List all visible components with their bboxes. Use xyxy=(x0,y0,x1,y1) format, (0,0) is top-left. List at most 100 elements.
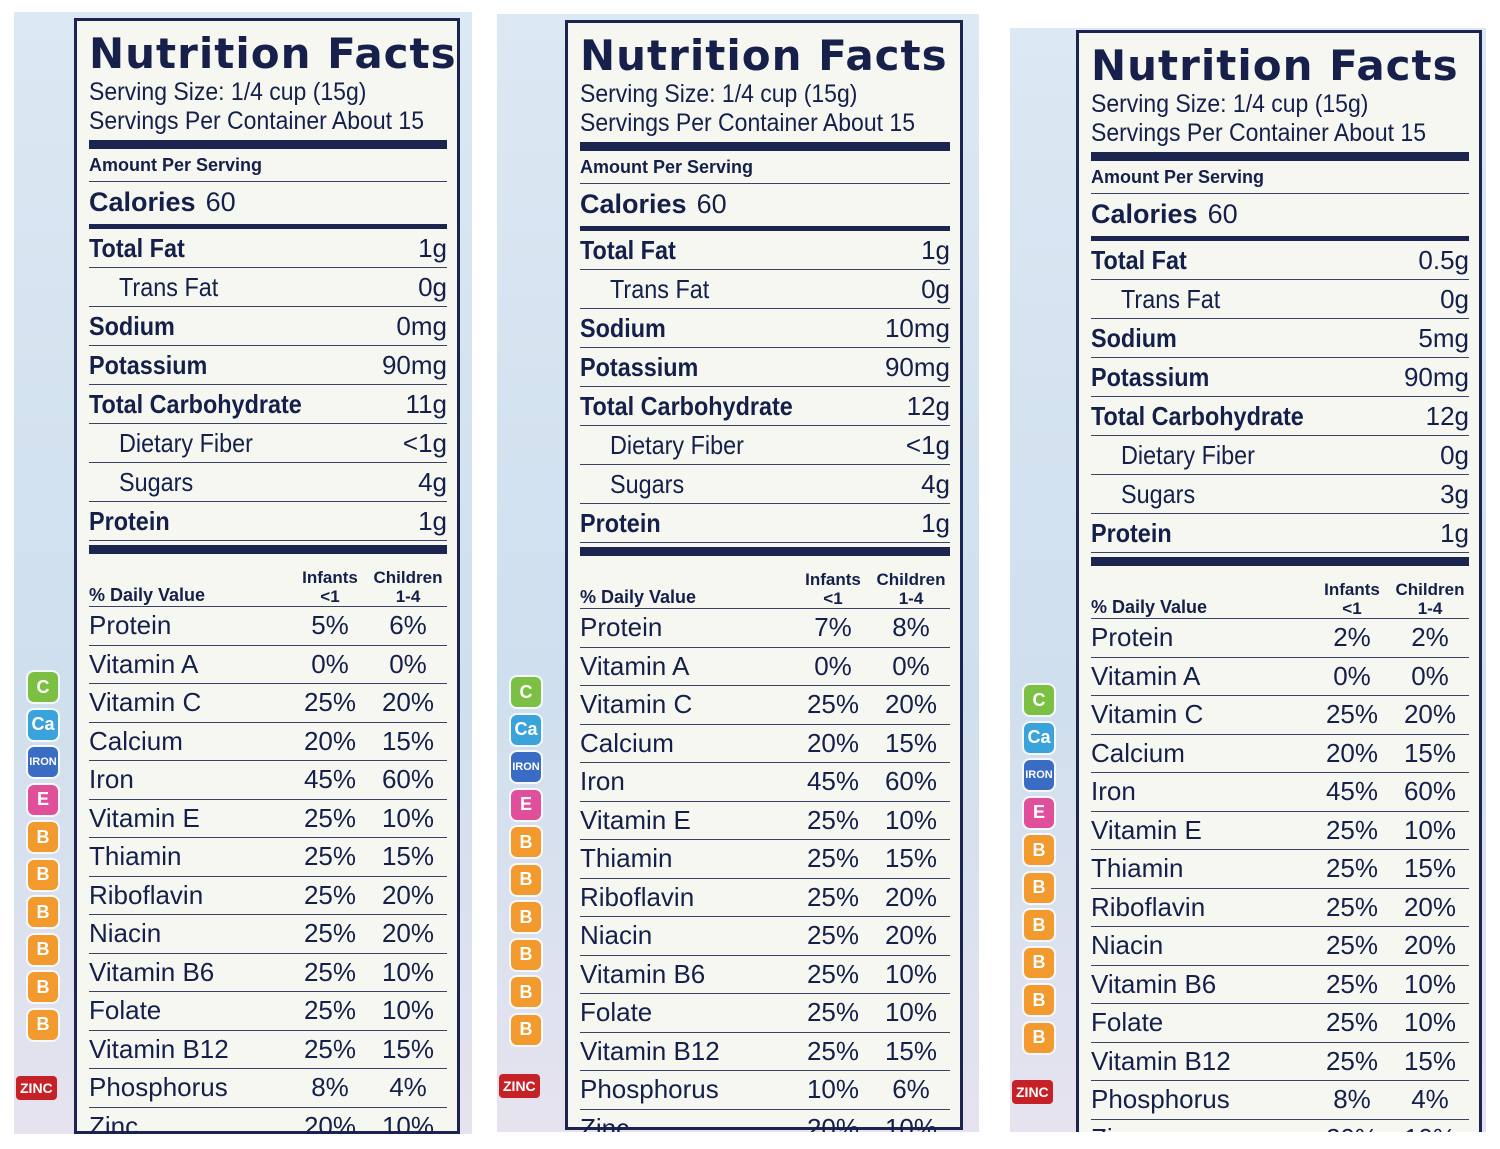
amount-per-serving: Amount Per Serving xyxy=(580,157,950,184)
daily-value-nutrient: Vitamin C xyxy=(89,687,202,718)
nutrient-row: Sodium 5mg xyxy=(1091,319,1469,358)
nutrient-badge-ca-icon: Ca xyxy=(28,709,58,740)
nutrient-row: Trans Fat 0g xyxy=(89,268,447,307)
daily-value-nutrient: Vitamin C xyxy=(580,689,693,720)
infants-column-header: Infants <1 xyxy=(302,568,358,606)
children-percent: 60% xyxy=(884,766,938,797)
daily-value-row: Vitamin B6 25% 10% xyxy=(89,954,447,992)
daily-value-nutrient: Zinc xyxy=(89,1110,139,1134)
infants-percent: 25% xyxy=(1325,930,1379,961)
nutrient-badge-b-icon: B xyxy=(28,972,58,1002)
daily-value-row: Vitamin B6 25% 10% xyxy=(580,956,950,994)
nutrient-name: Dietary Fiber xyxy=(1121,439,1255,470)
servings-per-container: Servings Per Container About 15 xyxy=(89,107,424,135)
calories-row: Calories 60 xyxy=(89,182,447,222)
nutrient-badge-b-icon: B xyxy=(28,859,58,890)
label-title: Nutrition Facts xyxy=(89,29,457,78)
nutrient-value: 11g xyxy=(405,388,447,419)
nutrient-name: Total Carbohydrate xyxy=(1091,400,1304,431)
daily-value-nutrient: Vitamin A xyxy=(89,648,199,679)
children-percent: 0% xyxy=(1411,660,1449,691)
zinc-badge-icon: ZINC xyxy=(1012,1080,1053,1104)
nutrient-value: 0mg xyxy=(396,310,447,341)
nutrient-badge-iron-icon: IRON xyxy=(1024,760,1054,790)
daily-value-nutrient: Calcium xyxy=(580,727,674,758)
nutrient-row: Protein 1g xyxy=(580,504,950,543)
daily-value-row: Folate 25% 10% xyxy=(580,994,950,1033)
nutrient-value: 10mg xyxy=(884,312,950,343)
infants-percent: 25% xyxy=(303,1033,357,1064)
calories-row: Calories 60 xyxy=(1091,194,1469,234)
infants-percent: 5% xyxy=(311,610,349,641)
infants-column-header: Infants <1 xyxy=(805,570,861,608)
daily-value-row: Vitamin B6 25% 10% xyxy=(1091,966,1469,1004)
daily-value-nutrient: Vitamin B6 xyxy=(89,956,215,987)
daily-value-nutrient: Vitamin B12 xyxy=(580,1035,720,1066)
nutrient-row: Sugars 4g xyxy=(89,463,447,502)
nutrient-badge-b-icon: B xyxy=(1024,910,1054,940)
infants-percent: 25% xyxy=(806,804,860,835)
nutrient-badge-iron-icon: IRON xyxy=(511,752,541,782)
infants-percent: 20% xyxy=(1313,1123,1391,1132)
amount-per-serving: Amount Per Serving xyxy=(89,155,447,182)
nutrient-value: 90mg xyxy=(884,351,950,382)
daily-value-row: Protein 7% 8% xyxy=(580,609,950,648)
nutrient-badges: C Ca IRON E B B B B B B xyxy=(1024,685,1058,1060)
nutrient-name: Protein xyxy=(89,505,170,536)
infants-percent: 45% xyxy=(806,766,860,797)
nutrient-name: Sodium xyxy=(580,312,666,343)
daily-value-row: Folate 25% 10% xyxy=(89,992,447,1031)
nutrition-facts-label: Nutrition Facts Serving Size: 1/4 cup (15… xyxy=(1076,30,1482,1132)
serving-size: Serving Size: 1/4 cup (15g) xyxy=(89,78,367,106)
nutrient-name: Potassium xyxy=(580,351,699,382)
infants-percent: 25% xyxy=(806,920,860,951)
divider-thick xyxy=(580,142,950,151)
children-percent: 2% xyxy=(1411,622,1449,653)
children-percent: 10% xyxy=(381,1110,435,1134)
infants-percent: 45% xyxy=(1325,776,1379,807)
children-percent: 6% xyxy=(892,1074,930,1105)
nutrient-name: Protein xyxy=(1091,517,1172,548)
daily-value-nutrient: Protein xyxy=(580,612,663,643)
children-percent: 15% xyxy=(1403,1045,1457,1076)
nutrient-badge-b-icon: B xyxy=(511,902,541,932)
children-percent: 20% xyxy=(1403,699,1457,730)
nutrition-panel-2: C Ca IRON E B B B B B B ZINC Nutrition Facts Serving… xyxy=(497,14,979,1132)
infants-percent: 20% xyxy=(1325,737,1379,768)
nutrient-badge-b-icon: B xyxy=(511,1014,541,1045)
zinc-badge-icon: ZINC xyxy=(16,1076,57,1100)
daily-value-nutrient: Iron xyxy=(1091,776,1136,807)
daily-value-nutrient: Calcium xyxy=(1091,737,1185,768)
daily-value-nutrient: Phosphorus xyxy=(89,1072,228,1103)
daily-value-nutrient: Vitamin B12 xyxy=(1091,1045,1231,1076)
nutrient-value: 1g xyxy=(418,232,447,263)
nutrient-name: Total Fat xyxy=(580,234,676,265)
daily-value-nutrient: Riboflavin xyxy=(89,879,204,910)
daily-value-row: Vitamin A 0% 0% xyxy=(580,648,950,686)
children-percent: 15% xyxy=(381,725,435,756)
infants-percent: 25% xyxy=(806,1035,860,1066)
daily-value-row: Phosphorus 10% 6% xyxy=(580,1071,950,1110)
nutrient-name: Protein xyxy=(580,507,661,538)
nutrient-row: Total Fat 0.5g xyxy=(1091,241,1469,280)
nutrient-row: Dietary Fiber <1g xyxy=(580,426,950,465)
daily-value-row: Riboflavin 25% 20% xyxy=(580,879,950,917)
nutrient-row: Sodium 0mg xyxy=(89,307,447,346)
nutrient-badge-b-icon: B xyxy=(28,822,58,852)
nutrient-badge-b-icon: B xyxy=(1024,1022,1054,1053)
servings-per-container: Servings Per Container About 15 xyxy=(580,109,915,137)
divider-thick xyxy=(89,140,447,149)
infants-percent: 25% xyxy=(303,995,357,1026)
infants-percent: 25% xyxy=(806,881,860,912)
daily-value-nutrient: Folate xyxy=(1091,1007,1164,1038)
nutrient-name: Potassium xyxy=(89,349,208,380)
children-percent: 15% xyxy=(381,1033,435,1064)
infants-percent: 10% xyxy=(806,1074,860,1105)
children-percent: 10% xyxy=(1391,1123,1469,1132)
daily-value-row: Niacin 25% 20% xyxy=(580,917,950,956)
infants-percent: 25% xyxy=(806,958,860,989)
daily-value-label: % Daily Value xyxy=(89,585,206,605)
divider-thick xyxy=(580,547,950,556)
children-percent: 60% xyxy=(1403,776,1457,807)
daily-value-nutrient: Vitamin E xyxy=(89,802,200,833)
